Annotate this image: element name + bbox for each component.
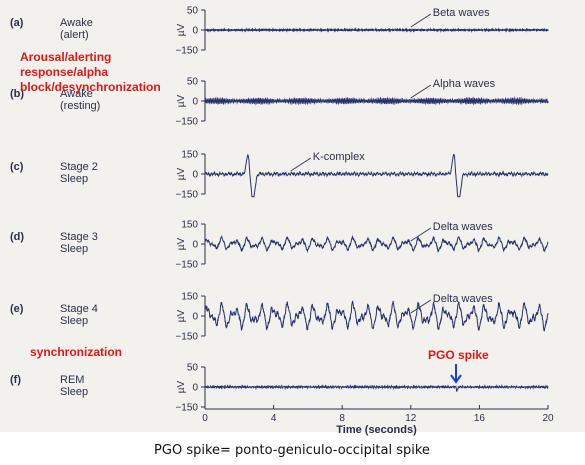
annotation-label: Alpha waves — [433, 78, 496, 90]
x-tick-label: 16 — [474, 413, 486, 424]
stage-name: Awake — [60, 88, 93, 100]
x-axis-title: Time (seconds) — [336, 424, 417, 436]
unit-label: µV — [176, 380, 187, 393]
synchronization-note: synchronization — [30, 345, 122, 359]
annotation-pointer — [410, 299, 432, 314]
panel-letter: (f) — [10, 374, 21, 386]
panel-letter: (c) — [10, 161, 24, 173]
stage-name: Stage 2 — [60, 161, 98, 173]
arousal-note-line-2: response/alpha — [20, 65, 108, 79]
y-tick-label: 0 — [192, 240, 198, 251]
annotation-label: K-complex — [313, 151, 365, 163]
y-tick-label: −150 — [175, 46, 198, 57]
unit-label: µV — [176, 167, 187, 180]
stage-name-detail: (resting) — [60, 100, 100, 112]
arousal-note-line-3: block/desynchronization — [20, 80, 161, 94]
figure-caption: PGO spike= ponto-geniculo-occipital spik… — [154, 443, 430, 458]
y-tick-label: 150 — [181, 150, 198, 161]
y-tick-label: −150 — [175, 403, 198, 414]
stage-name: REM — [60, 374, 84, 386]
pgo-arrow-icon — [450, 364, 462, 384]
y-tick-label: 0 — [192, 312, 198, 323]
stage-name: Awake — [60, 17, 93, 29]
y-tick-label: 150 — [181, 292, 198, 303]
pgo-spike-note: PGO spike — [428, 348, 489, 362]
x-tick-label: 12 — [405, 413, 417, 424]
annotation-pointer — [410, 84, 432, 99]
annotation-pointer — [290, 157, 311, 172]
annotation-label: Delta waves — [433, 293, 493, 305]
x-tick-label: 0 — [202, 413, 208, 424]
unit-label: µV — [176, 309, 187, 322]
y-tick-label: 50 — [187, 6, 199, 17]
unit-label: µV — [176, 23, 187, 36]
stage-name-detail: Sleep — [60, 243, 88, 255]
x-tick-label: 8 — [339, 413, 345, 424]
y-tick-label: −150 — [175, 190, 198, 201]
panel-letter: (d) — [10, 231, 24, 243]
x-tick-label: 4 — [271, 413, 277, 424]
stage-name-detail: Sleep — [60, 173, 88, 185]
stage-name-detail: (alert) — [60, 29, 89, 41]
eeg-trace — [204, 383, 549, 392]
y-tick-label: −150 — [175, 117, 198, 128]
y-tick-label: 50 — [187, 363, 199, 374]
stage-name-detail: Sleep — [60, 386, 88, 398]
eeg-trace — [204, 27, 549, 33]
y-tick-label: −150 — [175, 260, 198, 271]
unit-label: µV — [176, 237, 187, 250]
stage-name: Stage 4 — [60, 303, 98, 315]
stage-name-detail: Sleep — [60, 315, 88, 327]
panel-letter: (b) — [10, 88, 24, 100]
annotation-label: Delta waves — [433, 221, 493, 233]
y-tick-label: 0 — [192, 170, 198, 181]
figure-background — [0, 0, 585, 432]
eeg-trace — [204, 153, 549, 198]
y-tick-label: 0 — [192, 97, 198, 108]
annotation-label: Beta waves — [433, 7, 490, 19]
x-tick-label: 20 — [542, 413, 554, 424]
eeg-trace — [204, 235, 549, 253]
arousal-note-line-1: Arousal/alerting — [20, 50, 111, 64]
y-tick-label: 0 — [192, 26, 198, 37]
eeg-trace — [204, 300, 549, 332]
panel-letter: (e) — [10, 303, 24, 315]
y-tick-label: 0 — [192, 383, 198, 394]
panel-letter: (a) — [10, 17, 24, 29]
eeg-trace — [204, 96, 549, 106]
stage-name: Stage 3 — [60, 231, 98, 243]
annotation-pointer — [410, 13, 432, 28]
y-tick-label: 150 — [181, 220, 198, 231]
time-axis: 0 4 8 12 16 20 Time (seconds) — [202, 405, 554, 436]
y-tick-label: 50 — [187, 77, 199, 88]
y-tick-label: −150 — [175, 332, 198, 343]
annotation-pointer — [410, 227, 432, 242]
unit-label: µV — [176, 94, 187, 107]
